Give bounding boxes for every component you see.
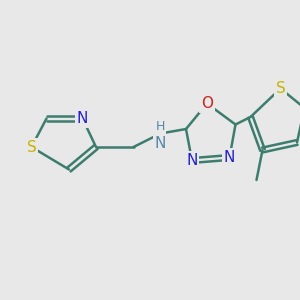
Text: N: N — [224, 150, 235, 165]
Text: H: H — [156, 121, 165, 134]
Text: S: S — [27, 140, 36, 154]
Text: N: N — [155, 136, 166, 152]
Text: S: S — [276, 81, 285, 96]
Text: O: O — [201, 96, 213, 111]
Text: N: N — [77, 111, 88, 126]
Text: N: N — [186, 153, 198, 168]
